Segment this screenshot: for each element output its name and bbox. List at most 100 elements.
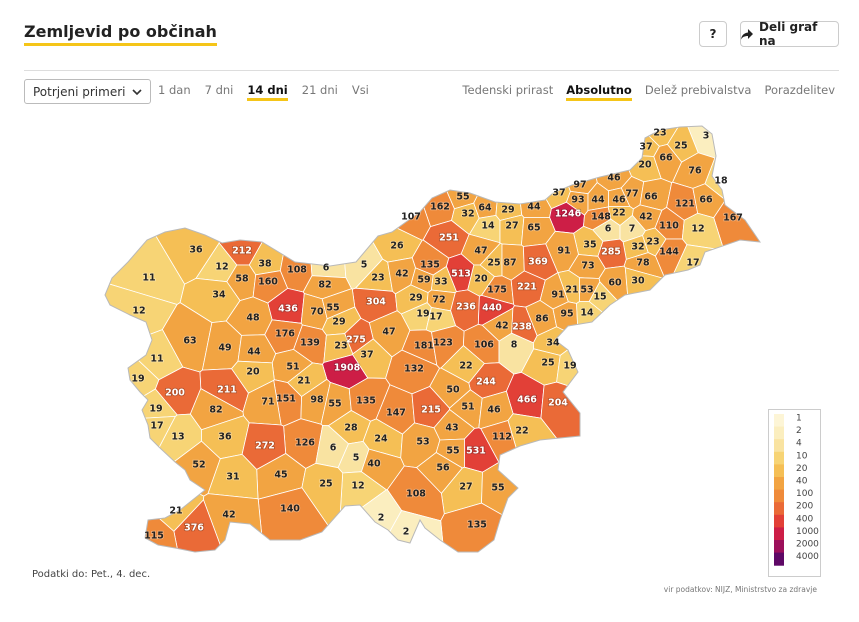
municipality-value: 66 — [644, 192, 658, 203]
municipality-value: 55 — [456, 192, 469, 203]
municipality-value: 53 — [416, 437, 429, 448]
tab-dele-prebivalstva[interactable]: Delež prebivalstva — [644, 83, 752, 97]
municipality-value: 440 — [482, 303, 502, 314]
municipality-value: 139 — [300, 338, 320, 349]
legend-label: 2000 — [796, 540, 819, 550]
legend-label: 20 — [796, 464, 808, 474]
legend-swatch — [774, 414, 784, 428]
legend-label: 400 — [796, 514, 813, 524]
metric-select[interactable]: Potrjeni primeri — [24, 79, 151, 104]
municipality-value: 30 — [631, 276, 645, 287]
municipality-value: 272 — [255, 441, 275, 452]
municipality-value: 55 — [491, 483, 504, 494]
municipality-value: 42 — [495, 321, 508, 332]
municipality-value: 58 — [235, 274, 249, 285]
municipality-region[interactable] — [326, 147, 431, 241]
municipality-value: 167 — [723, 213, 743, 224]
legend-swatch — [774, 514, 784, 528]
municipality-value: 160 — [258, 277, 278, 288]
municipality-value: 436 — [278, 304, 298, 315]
municipality-value: 98 — [310, 395, 324, 406]
municipality-value: 135 — [420, 260, 440, 271]
municipality-value: 28 — [344, 423, 358, 434]
municipality-value: 34 — [212, 290, 226, 301]
municipality-value: 63 — [183, 336, 196, 347]
legend-label: 10 — [796, 451, 808, 461]
data-date: Podatki do: Pet., 4. dec. — [32, 569, 151, 580]
municipality-value: 12 — [351, 481, 364, 492]
municipality-value: 126 — [295, 438, 315, 449]
help-button[interactable]: ? — [699, 21, 727, 47]
municipality-region[interactable] — [373, 510, 445, 569]
time-range-tabs: 1 dan 7 dni 14 dni 21 dni Vsi — [158, 83, 369, 101]
legend-label: 40 — [796, 477, 808, 487]
municipality-value: 147 — [386, 408, 406, 419]
legend-label: 100 — [796, 489, 813, 499]
tab-1-dan[interactable]: 1 dan — [158, 83, 191, 97]
municipality-value: 5 — [353, 453, 360, 464]
tab-14-dni[interactable]: 14 dni — [247, 83, 288, 101]
municipality-value: 1908 — [334, 363, 361, 374]
municipality-value: 121 — [675, 199, 695, 210]
page-title: Zemljevid po občinah — [24, 22, 217, 46]
municipality-value: 44 — [247, 347, 261, 358]
municipality-value: 44 — [527, 202, 541, 213]
municipality-value: 106 — [474, 340, 494, 351]
municipality-value: 45 — [274, 470, 287, 481]
color-legend: 1 2 4 10 20 40 100 200 400 1000 2000 4000 — [768, 409, 821, 577]
municipality-region[interactable] — [481, 461, 602, 537]
tab-7-dni[interactable]: 7 dni — [204, 83, 234, 97]
municipality-value: 12 — [132, 306, 145, 317]
municipality-value: 12 — [215, 262, 228, 273]
municipality-value: 11 — [142, 273, 155, 284]
municipality-value: 18 — [714, 176, 728, 187]
municipality-region[interactable] — [321, 288, 356, 320]
metric-select-value: Potrjeni primeri — [33, 84, 126, 99]
legend-label: 4 — [796, 439, 802, 449]
municipality-value: 26 — [390, 241, 404, 252]
municipality-value: 115 — [144, 531, 164, 542]
tab-porazdelitev[interactable]: Porazdelitev — [764, 83, 835, 97]
municipality-value: 34 — [546, 338, 560, 349]
municipality-value: 86 — [535, 314, 549, 325]
municipality-value: 369 — [528, 257, 548, 268]
municipality-value: 56 — [436, 463, 450, 474]
legend-swatch — [774, 552, 784, 566]
municipality-region[interactable] — [668, 244, 748, 368]
municipality-value: 29 — [332, 317, 345, 328]
municipality-value: 14 — [580, 308, 594, 319]
municipality-region[interactable] — [440, 502, 541, 565]
tab-21-dni[interactable]: 21 dni — [301, 83, 338, 97]
municipality-value: 27 — [459, 482, 472, 493]
municipality-value: 19 — [416, 309, 429, 320]
share-button[interactable]: Deli graf na — [740, 20, 839, 48]
municipality-value: 29 — [501, 205, 514, 216]
legend-label: 4000 — [796, 552, 819, 562]
municipality-value: 14 — [481, 221, 495, 232]
municipality-value: 2 — [378, 513, 385, 524]
legend-swatch — [774, 502, 784, 516]
tab-tedenski-prirast[interactable]: Tedenski prirast — [462, 83, 554, 97]
municipality-value: 64 — [478, 203, 492, 214]
municipality-value: 17 — [686, 258, 699, 269]
municipality-value: 47 — [382, 327, 395, 338]
municipality-value: 175 — [487, 285, 507, 296]
municipality-value: 215 — [421, 405, 441, 416]
data-source: vir podatkov: NIJZ, Ministrstvo za zdrav… — [663, 585, 817, 594]
tab-vsi[interactable]: Vsi — [351, 83, 369, 97]
municipality-value: 285 — [601, 247, 621, 258]
municipality-region[interactable] — [105, 484, 181, 571]
chevron-down-icon — [132, 89, 142, 96]
municipality-value: 23 — [371, 273, 384, 284]
municipality-value: 238 — [512, 322, 532, 333]
municipality-value: 43 — [445, 423, 458, 434]
tab-absolutno[interactable]: Absolutno — [566, 83, 632, 101]
municipality-value: 42 — [639, 212, 652, 223]
municipality-value: 13 — [171, 432, 184, 443]
legend-swatch — [774, 464, 784, 478]
legend-label: 200 — [796, 502, 813, 512]
municipality-value: 21 — [565, 285, 578, 296]
legend-swatch — [774, 489, 784, 503]
municipality-value: 112 — [492, 432, 512, 443]
legend-swatch — [774, 439, 784, 453]
